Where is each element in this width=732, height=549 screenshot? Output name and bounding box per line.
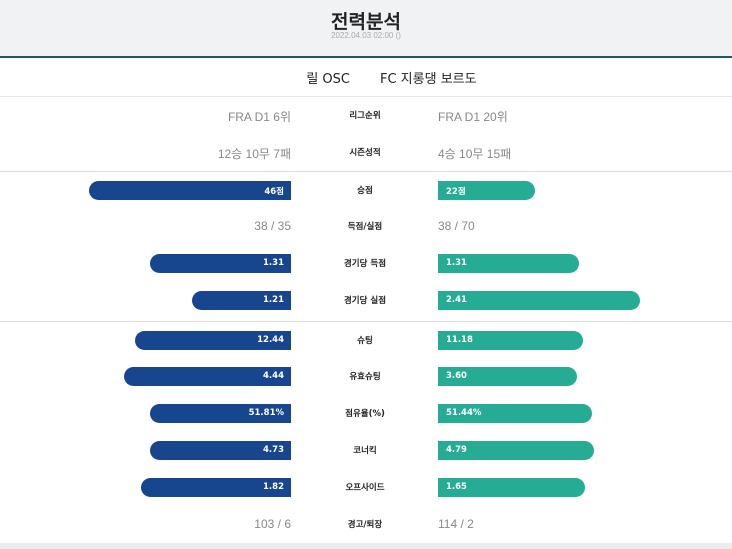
home-stat-bar: 4.44 [124, 367, 291, 386]
home-stat-value: FRA D1 6위 [227, 110, 291, 124]
home-stat-bar: 51.81% [150, 404, 291, 423]
away-stat-value: 1.65 [446, 482, 467, 492]
stat-row-conceded-per-game: 경기당 실점 1.21 2.41 [0, 282, 732, 319]
stat-label: 득점/실점 [347, 222, 383, 232]
away-stat-bar: 51.44% [438, 404, 592, 423]
stat-label: 유효슈팅 [349, 372, 381, 382]
stat-row-shots: 슈팅 12.44 11.18 [0, 321, 732, 358]
stat-row-possession: 점유율(%) 51.81% 51.44% [0, 395, 732, 432]
home-stat-value: 1.31 [263, 258, 284, 268]
stat-row-corners: 코너킥 4.73 4.79 [0, 432, 732, 469]
away-stat-value: 114 / 2 [438, 517, 474, 531]
stat-label: 코너킥 [353, 446, 377, 456]
home-stat-bar: 12.44 [135, 331, 291, 350]
stat-row-offsides: 오프사이드 1.82 1.65 [0, 469, 732, 506]
home-stat-value: 46점 [264, 187, 284, 197]
home-stat-bar: 46점 [89, 181, 291, 200]
stat-label: 시즌성적 [349, 148, 381, 158]
home-stat-bar: 4.73 [150, 441, 291, 460]
home-stat-bar: 1.31 [150, 254, 291, 273]
home-stat-value: 12.44 [257, 335, 284, 345]
stat-row-season-record: 시즌성적 12승 10무 7패 4승 10무 15패 [0, 134, 732, 171]
home-stat-bar: 1.21 [192, 291, 291, 310]
home-stat-value: 4.73 [263, 445, 284, 455]
stat-row-cards: 경고/퇴장 103 / 6 114 / 2 [0, 506, 732, 543]
stat-row-shots-on-target: 유효슈팅 4.44 3.60 [0, 358, 732, 395]
stat-label: 승점 [357, 186, 373, 196]
home-stat-value: 12승 10무 7패 [217, 147, 291, 161]
away-stat-bar: 22점 [438, 181, 535, 200]
stat-label: 경기당 득점 [343, 259, 387, 269]
home-stat-value: 1.82 [263, 482, 284, 492]
home-stat-value: 38 / 35 [254, 219, 291, 233]
away-stat-value: 22점 [446, 187, 466, 197]
away-stat-bar: 1.31 [438, 254, 579, 273]
page-header: 전력분석 2022.04.03 02:00 () [0, 0, 732, 58]
away-stat-bar: 1.65 [438, 478, 585, 497]
home-team-name: 릴 OSC [306, 72, 350, 87]
away-stat-value: 51.44% [446, 408, 482, 418]
page-footer [0, 543, 732, 549]
stat-row-league-rank: 리그순위 FRA D1 6위 FRA D1 20위 [0, 97, 732, 134]
stat-row-goals-for-against: 득점/실점 38 / 35 38 / 70 [0, 208, 732, 245]
home-stat-value: 1.21 [263, 295, 284, 305]
away-stat-value: 4.79 [446, 445, 467, 455]
team-names-row: 릴 OSC FC 지롱댕 보르도 [0, 58, 732, 97]
away-stat-value: FRA D1 20위 [438, 110, 508, 124]
page-title: 전력분석 [331, 11, 401, 33]
stat-label: 점유율(%) [345, 409, 385, 419]
stat-label: 리그순위 [349, 111, 381, 121]
home-stat-value: 103 / 6 [254, 517, 291, 531]
home-stat-value: 51.81% [248, 408, 284, 418]
stat-row-goals-per-game: 경기당 득점 1.31 1.31 [0, 245, 732, 282]
stat-label: 경고/퇴장 [347, 520, 383, 530]
away-stat-bar: 11.18 [438, 331, 583, 350]
stat-label: 경기당 실점 [343, 296, 387, 306]
away-stat-bar: 3.60 [438, 367, 577, 386]
away-stat-bar: 4.79 [438, 441, 594, 460]
home-stat-value: 4.44 [263, 371, 284, 381]
stat-label: 슈팅 [357, 336, 373, 346]
stat-label: 오프사이드 [345, 483, 385, 493]
away-stat-value: 2.41 [446, 295, 467, 305]
away-stat-bar: 2.41 [438, 291, 640, 310]
away-stat-value: 1.31 [446, 258, 467, 268]
away-stat-value: 3.60 [446, 371, 467, 381]
away-stat-value: 11.18 [446, 335, 473, 345]
match-datetime: 2022.04.03 02:00 () [331, 31, 401, 40]
away-stat-value: 4승 10무 15패 [438, 147, 512, 161]
stat-row-points: 승점 46점 22점 [0, 171, 732, 208]
away-team-name: FC 지롱댕 보르도 [380, 72, 477, 87]
home-stat-bar: 1.82 [141, 478, 291, 497]
away-stat-value: 38 / 70 [438, 219, 475, 233]
